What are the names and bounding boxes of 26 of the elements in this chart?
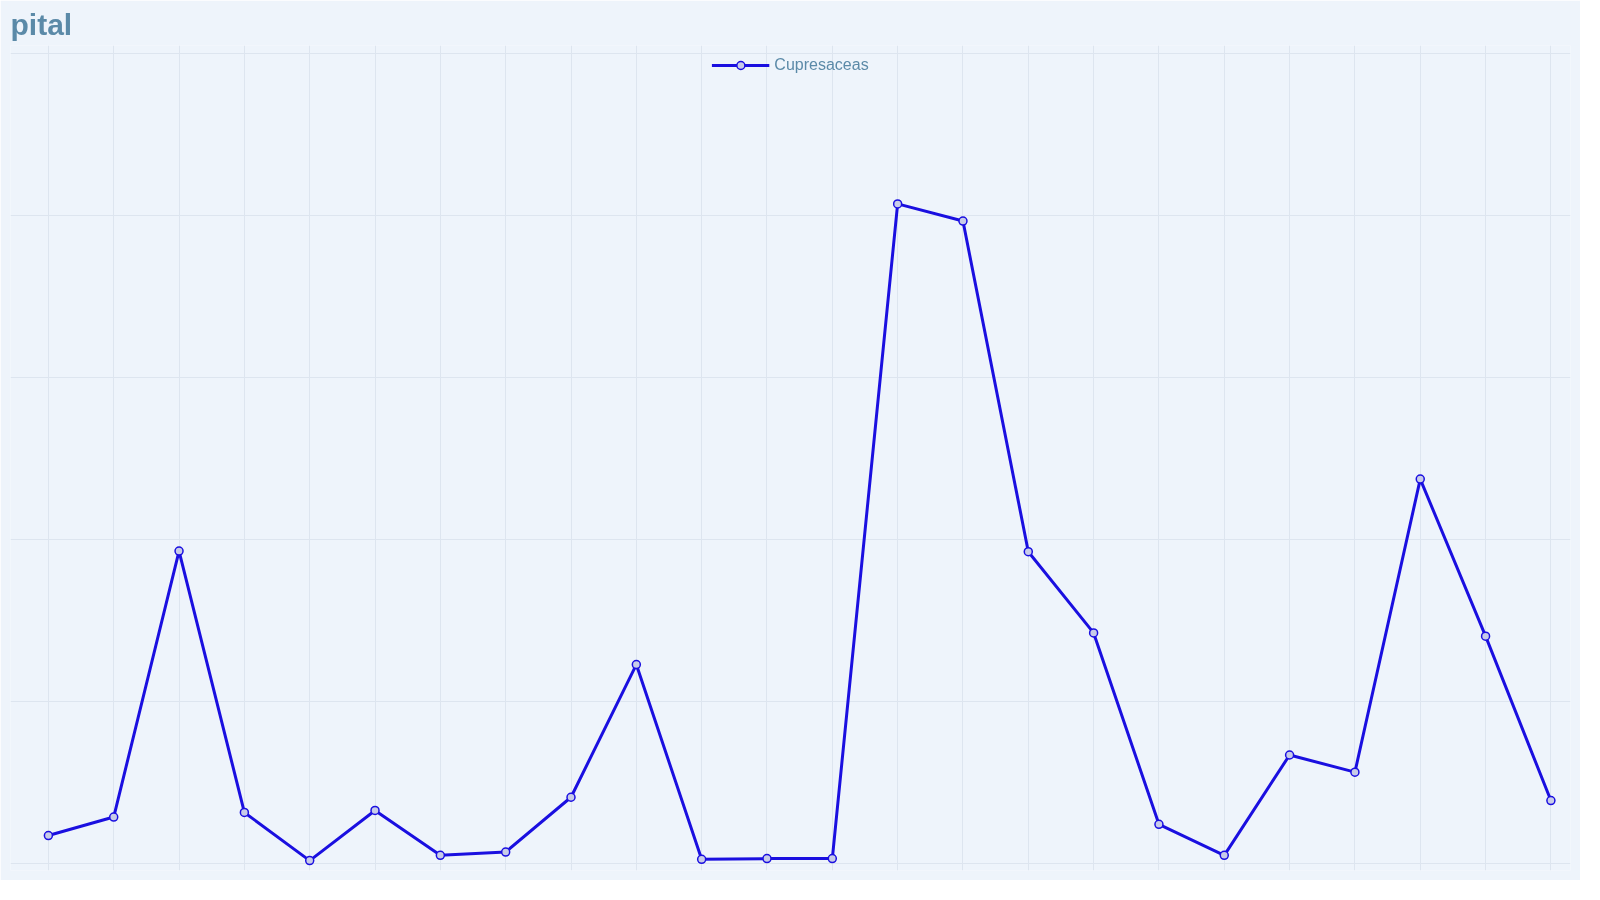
point [1480, 631, 1491, 641]
point [1088, 628, 1099, 638]
point [1154, 819, 1164, 830]
chart-title: pital [10, 7, 73, 41]
point [762, 853, 772, 864]
point [435, 850, 446, 861]
point [1350, 767, 1360, 777]
point [370, 805, 380, 816]
point [500, 847, 511, 857]
point [1284, 750, 1295, 760]
point [43, 830, 54, 841]
point [174, 546, 184, 556]
point [958, 216, 968, 226]
legend-label: Cupresaceas [774, 56, 869, 74]
point [1219, 850, 1230, 861]
point [892, 199, 903, 209]
point [696, 854, 707, 865]
point [1415, 474, 1425, 484]
point [1023, 546, 1034, 557]
point [1546, 795, 1556, 806]
point [239, 807, 250, 818]
point [827, 853, 838, 864]
point [566, 792, 576, 802]
point [631, 659, 642, 670]
point [108, 812, 119, 822]
point [304, 855, 315, 866]
